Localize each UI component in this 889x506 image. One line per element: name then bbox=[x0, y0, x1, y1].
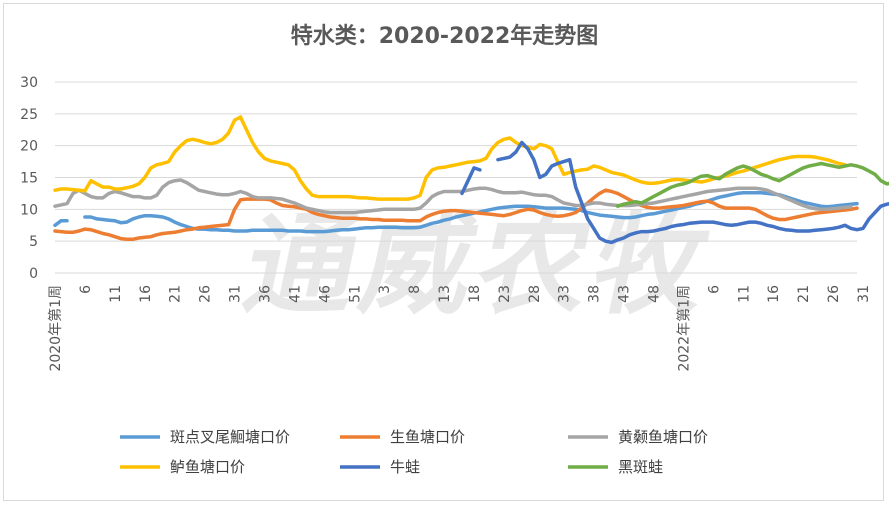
x-tick-label: 2022年第1周 bbox=[675, 285, 692, 372]
x-tick-label: 6 bbox=[78, 285, 94, 294]
x-tick-label: 2020年第1周 bbox=[47, 285, 64, 372]
x-tick-label: 26 bbox=[826, 285, 842, 303]
x-tick-label: 16 bbox=[766, 285, 782, 303]
series-line-5 bbox=[460, 140, 889, 245]
x-tick-label: 16 bbox=[138, 285, 154, 303]
legend-label: 牛蛙 bbox=[390, 458, 420, 476]
legend-label: 斑点叉尾鮰塘口价 bbox=[170, 428, 290, 446]
x-tick-label: 33 bbox=[557, 285, 573, 303]
y-tick-label: 30 bbox=[20, 75, 38, 91]
x-tick-label: 51 bbox=[347, 285, 363, 303]
x-tick-label: 3 bbox=[377, 285, 393, 294]
y-tick-label: 25 bbox=[20, 107, 38, 123]
series-line-6 bbox=[615, 161, 889, 208]
x-tick-label: 13 bbox=[437, 285, 453, 303]
x-tick-label: 31 bbox=[856, 285, 872, 303]
legend-label: 鲈鱼塘口价 bbox=[170, 458, 245, 476]
x-tick-label: 38 bbox=[587, 285, 603, 303]
series-line-4 bbox=[53, 115, 847, 201]
x-tick-label: 36 bbox=[257, 285, 273, 303]
legend-label: 黑斑蛙 bbox=[618, 458, 663, 476]
chart-frame bbox=[3, 3, 884, 501]
legend-label: 黄颡鱼塘口价 bbox=[618, 428, 708, 446]
x-tick-label: 31 bbox=[228, 285, 244, 303]
y-tick-label: 15 bbox=[20, 171, 38, 187]
y-tick-label: 20 bbox=[20, 139, 38, 155]
series-line-2 bbox=[53, 188, 859, 242]
series-line-3 bbox=[53, 178, 853, 215]
x-tick-label: 21 bbox=[796, 285, 812, 303]
x-tick-label: 21 bbox=[168, 285, 184, 303]
x-tick-label: 28 bbox=[527, 285, 543, 303]
x-tick-label: 6 bbox=[706, 285, 722, 294]
x-tick-label: 46 bbox=[317, 285, 333, 303]
x-tick-label: 8 bbox=[407, 285, 423, 294]
legend-label: 生鱼塘口价 bbox=[390, 428, 465, 446]
chart-title: 特水类：2020-2022年走势图 bbox=[290, 24, 599, 49]
y-tick-label: 10 bbox=[20, 202, 38, 218]
x-tick-label: 11 bbox=[736, 285, 752, 303]
x-tick-label: 41 bbox=[287, 285, 303, 303]
y-tick-label: 5 bbox=[29, 234, 38, 250]
x-tick-label: 26 bbox=[198, 285, 214, 303]
x-tick-label: 43 bbox=[617, 285, 633, 303]
x-tick-label: 18 bbox=[467, 285, 483, 303]
x-tick-label: 11 bbox=[108, 285, 124, 303]
x-tick-label: 23 bbox=[497, 285, 513, 303]
x-tick-label: 48 bbox=[647, 285, 663, 303]
y-tick-label: 0 bbox=[29, 266, 38, 282]
